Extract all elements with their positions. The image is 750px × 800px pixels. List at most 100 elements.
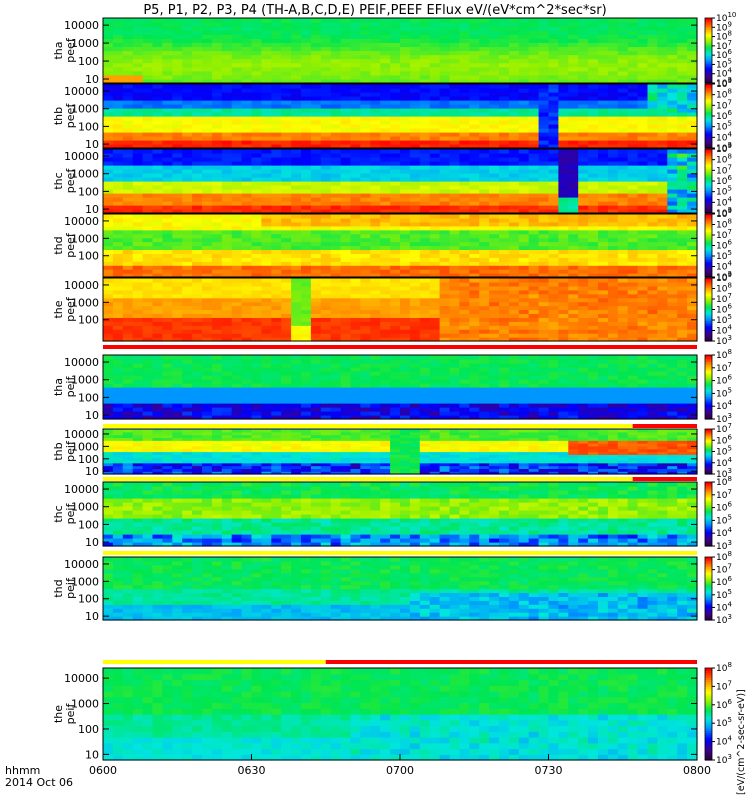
- heatmap-cell: [320, 149, 332, 154]
- panel-frame: [102, 148, 698, 214]
- heatmap-cell: [271, 305, 282, 311]
- heatmap-cell: [320, 112, 332, 117]
- heatmap-cell: [251, 169, 262, 174]
- heatmap-cell: [429, 217, 441, 223]
- heatmap-cell: [518, 289, 530, 295]
- heatmap-cell: [390, 325, 401, 330]
- heatmap-cell: [271, 253, 282, 258]
- heatmap-cell: [400, 329, 411, 334]
- heatmap-cell: [152, 108, 163, 113]
- heatmap-cell: [419, 50, 431, 56]
- heatmap-cell: [409, 18, 421, 23]
- heatmap-cell: [380, 120, 391, 125]
- heatmap-cell: [528, 209, 540, 214]
- heatmap-cell: [112, 116, 124, 121]
- heatmap-cell: [330, 221, 342, 227]
- heatmap-cell: [310, 104, 322, 109]
- heatmap-cell: [479, 169, 490, 174]
- heatmap-cell: [568, 181, 579, 186]
- colorbar-step: [705, 106, 712, 109]
- heatmap-cell: [667, 237, 678, 243]
- colorbar-tick-label: 109: [716, 207, 732, 220]
- heatmap-cell: [380, 269, 391, 274]
- heatmap-cell: [667, 205, 678, 210]
- heatmap-cell: [340, 281, 352, 287]
- heatmap-cell: [429, 185, 441, 190]
- heatmap-cell: [380, 92, 391, 97]
- heatmap-cell: [548, 261, 559, 266]
- heatmap-cell: [459, 165, 470, 170]
- heatmap-cell: [202, 70, 213, 76]
- heatmap-cell: [162, 92, 173, 97]
- heatmap-cell: [202, 305, 213, 311]
- colorbar-step: [705, 95, 712, 98]
- heatmap-cell: [459, 289, 470, 295]
- heatmap-cell: [508, 214, 520, 219]
- heatmap-cell: [677, 104, 688, 109]
- heatmap-cell: [330, 229, 342, 235]
- heatmap-cell: [231, 269, 243, 274]
- heatmap-cell: [518, 88, 530, 93]
- heatmap-cell: [657, 253, 668, 258]
- heatmap-cell: [677, 273, 688, 278]
- heatmap-cell: [231, 66, 243, 72]
- heatmap-cell: [449, 285, 460, 291]
- heatmap-cell: [518, 74, 530, 80]
- heatmap-cell: [588, 269, 599, 274]
- heatmap-cell: [568, 301, 579, 307]
- heatmap-cell: [320, 189, 332, 194]
- heatmap-cell: [291, 333, 302, 338]
- heatmap-cell: [370, 30, 381, 35]
- heatmap-cell: [103, 297, 114, 303]
- heatmap-cell: [429, 245, 441, 251]
- heatmap-cell: [112, 261, 124, 266]
- heatmap-cell: [132, 78, 144, 84]
- heatmap-cell: [568, 96, 579, 101]
- heatmap-cell: [380, 245, 391, 251]
- heatmap-cell: [281, 233, 292, 239]
- heatmap-cell: [192, 128, 203, 133]
- heatmap-cell: [429, 233, 441, 239]
- heatmap-cell: [370, 293, 381, 299]
- heatmap-cell: [330, 38, 342, 43]
- heatmap-cell: [489, 104, 500, 109]
- heatmap-cell: [429, 74, 441, 80]
- heatmap-cell: [518, 157, 530, 162]
- heatmap-cell: [241, 157, 253, 162]
- heatmap-cell: [350, 333, 361, 338]
- heatmap-cell: [449, 46, 460, 52]
- colorbar-step: [705, 79, 712, 82]
- heatmap-cell: [518, 104, 530, 109]
- heatmap-cell: [172, 237, 183, 243]
- heatmap-cell: [241, 42, 253, 48]
- heatmap-cell: [261, 18, 272, 23]
- heatmap-cell: [409, 70, 421, 76]
- heatmap-cell: [578, 144, 589, 149]
- heatmap-cell: [400, 297, 411, 303]
- heatmap-cell: [142, 297, 154, 303]
- heatmap-cell: [132, 38, 144, 43]
- heatmap-cell: [657, 38, 668, 43]
- heatmap-cell: [400, 214, 411, 219]
- heatmap-cell: [667, 140, 678, 145]
- heatmap-cell: [627, 205, 639, 210]
- heatmap-cell: [617, 70, 629, 76]
- heatmap-cell: [320, 165, 332, 170]
- heatmap-cell: [122, 257, 134, 262]
- heatmap-cell: [330, 217, 342, 223]
- heatmap-cell: [301, 333, 312, 338]
- heatmap-cell: [271, 120, 282, 125]
- heatmap-cell: [390, 265, 401, 270]
- heatmap-cell: [310, 124, 322, 129]
- heatmap-cell: [350, 257, 361, 262]
- heatmap-cell: [647, 116, 658, 121]
- heatmap-cell: [152, 42, 163, 48]
- heatmap-cell: [568, 120, 579, 125]
- heatmap-cell: [330, 84, 342, 89]
- heatmap-cell: [310, 261, 322, 266]
- heatmap-cell: [202, 18, 213, 23]
- heatmap-cell: [122, 185, 134, 190]
- heatmap-cell: [103, 325, 114, 330]
- heatmap-cell: [122, 237, 134, 243]
- heatmap-cell: [588, 201, 599, 206]
